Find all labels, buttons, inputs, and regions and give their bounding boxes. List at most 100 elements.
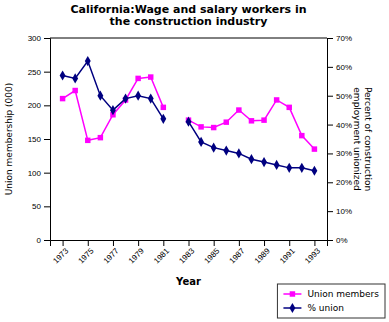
- tick: 20%: [327, 178, 352, 187]
- marker: [60, 96, 65, 101]
- marker: [161, 105, 166, 110]
- tick-mark: [327, 240, 333, 241]
- tick-mark: [214, 240, 215, 246]
- marker: [299, 163, 305, 173]
- tick-mark: [44, 72, 50, 73]
- tick-mark: [44, 173, 50, 174]
- marker: [85, 56, 91, 66]
- tick-mark: [327, 125, 333, 126]
- tick: 50: [32, 202, 50, 211]
- legend-box: [277, 284, 385, 318]
- tick-mark: [138, 240, 139, 246]
- marker: [198, 137, 204, 147]
- tick: 60%: [327, 63, 352, 72]
- tick-mark: [44, 38, 50, 39]
- tick-mark: [239, 240, 240, 246]
- frame: [50, 38, 327, 39]
- tick: 1987: [228, 240, 247, 265]
- legend-item: % union: [283, 303, 344, 313]
- tick-mark: [44, 105, 50, 106]
- x-axis: 1973 1975 1977 1979 1981 1983 1985 1987 1989 1991…: [51, 240, 328, 265]
- tick-label: 0%: [336, 236, 348, 245]
- marker: [249, 118, 254, 123]
- marker: [311, 166, 317, 176]
- tick-mark: [289, 240, 290, 246]
- tick-label: 70%: [336, 34, 352, 43]
- marker: [85, 138, 90, 143]
- legend: Union members % union: [277, 284, 385, 318]
- legend-label: Union members: [307, 289, 379, 299]
- tick-label: 1975: [77, 246, 96, 265]
- tick-mark: [327, 67, 333, 68]
- tick-label: 150: [28, 135, 42, 144]
- tick: 70%: [327, 34, 352, 43]
- marker: [110, 105, 116, 115]
- marker: [98, 135, 103, 140]
- tick-label: 1989: [253, 246, 272, 265]
- y2-label: Percent of constructionemployment unioni…: [352, 87, 373, 191]
- tick-mark: [44, 206, 50, 207]
- tick-label: 1985: [202, 246, 221, 265]
- tick: 1989: [253, 240, 272, 265]
- tick-label: 100: [28, 169, 42, 178]
- y2-axis: 0% 10% 20% 30% 40% 50% 60% 70%: [327, 34, 352, 245]
- tick: 40%: [327, 121, 352, 130]
- series-line: [63, 61, 315, 171]
- tick: 0: [37, 236, 50, 245]
- tick-label: 1977: [102, 246, 121, 265]
- marker: [299, 133, 304, 138]
- marker: [312, 146, 317, 151]
- marker: [286, 163, 292, 173]
- legend-marker: [290, 291, 295, 296]
- tick-label: 50%: [336, 92, 352, 101]
- tick: 10%: [327, 207, 352, 216]
- marker: [160, 114, 166, 124]
- tick: 30%: [327, 149, 352, 158]
- marker: [236, 148, 242, 158]
- marker: [261, 157, 267, 167]
- x-label: Year: [175, 276, 201, 287]
- tick-label: 20%: [336, 178, 352, 187]
- legend-marker: [289, 303, 295, 313]
- tick: 1981: [152, 240, 171, 265]
- legend-label: % union: [307, 303, 344, 313]
- tick: 50%: [327, 92, 352, 101]
- axis-line: [51, 241, 328, 247]
- y-axis: 0 50 100 150 200 250 300: [28, 34, 51, 245]
- marker: [211, 125, 216, 130]
- tick-mark: [44, 139, 50, 140]
- tick: 1983: [177, 240, 196, 265]
- title: California:Wage and salary workers inthe…: [70, 3, 306, 28]
- marker: [123, 94, 129, 104]
- tick-mark: [189, 240, 190, 246]
- tick: 0%: [327, 236, 348, 245]
- tick-label: 0: [37, 236, 42, 245]
- tick-mark: [113, 240, 114, 246]
- tick-label: 1983: [177, 246, 196, 265]
- marker: [224, 119, 229, 124]
- marker: [286, 105, 291, 110]
- tick-mark: [327, 182, 333, 183]
- tick: 250: [28, 68, 50, 77]
- tick: 150: [28, 135, 50, 144]
- marker: [198, 124, 203, 129]
- tick: 100: [28, 169, 50, 178]
- tick-label: 250: [28, 68, 42, 77]
- tick: 200: [28, 101, 50, 110]
- tick-label: 1979: [127, 246, 146, 265]
- marker: [249, 154, 255, 164]
- marker: [60, 70, 66, 80]
- marker: [72, 88, 77, 93]
- marker: [97, 91, 103, 101]
- tick: 1985: [202, 240, 221, 265]
- tick-label: 60%: [336, 63, 352, 72]
- marker: [211, 143, 217, 153]
- tick-label: 50: [32, 202, 41, 211]
- tick-mark: [327, 96, 333, 97]
- tick-label: 10%: [336, 207, 352, 216]
- chart: California:Wage and salary workers inthe…: [0, 0, 389, 322]
- marker: [135, 91, 141, 101]
- tick: 300: [28, 34, 50, 43]
- tick: 1991: [278, 240, 297, 265]
- tick-label: 1973: [51, 246, 70, 265]
